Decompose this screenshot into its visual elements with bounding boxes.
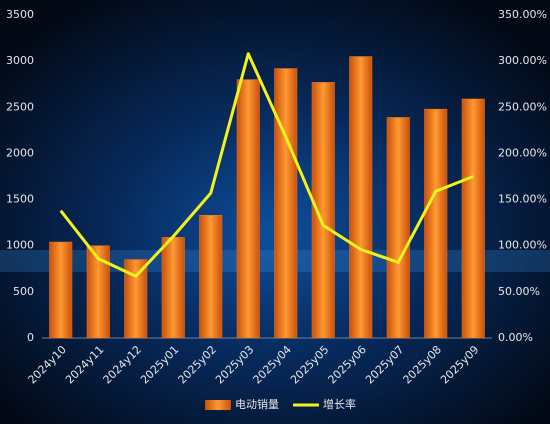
legend-label: 增长率: [323, 397, 356, 411]
y-tick-label: 2500: [6, 100, 34, 113]
bar: [161, 237, 185, 339]
y2-tick-label: 100.00%: [498, 239, 547, 252]
y2-tick-label: 200.00%: [498, 146, 547, 159]
legend-swatch: [205, 400, 231, 410]
bar: [86, 245, 110, 339]
y2-tick-label: 150.00%: [498, 193, 547, 206]
y2-tick-label: 250.00%: [498, 100, 547, 113]
bar: [124, 259, 148, 339]
bar: [274, 68, 298, 339]
y2-tick-label: 350.00%: [498, 8, 547, 21]
bar: [199, 215, 223, 339]
line: [59, 52, 474, 278]
bar: [424, 108, 448, 339]
y2-tick-label: 300.00%: [498, 54, 547, 67]
y-tick-label: 500: [13, 285, 34, 298]
y-tick-label: 3500: [6, 8, 34, 21]
bar: [386, 117, 410, 339]
bar: [461, 98, 485, 339]
y2-tick-label: 50.00%: [498, 285, 540, 298]
bar: [349, 56, 373, 339]
bar: [49, 241, 73, 339]
y-tick-label: 1500: [6, 193, 34, 206]
legend-label: 电动销量: [235, 397, 279, 411]
y2-tick-label: 0.00%: [498, 331, 533, 344]
y-tick-label: 0: [27, 331, 34, 344]
y-tick-label: 2000: [6, 146, 34, 159]
bar: [311, 82, 335, 339]
y-tick-label: 3000: [6, 54, 34, 67]
bar: [236, 79, 260, 339]
y-tick-label: 1000: [6, 239, 34, 252]
